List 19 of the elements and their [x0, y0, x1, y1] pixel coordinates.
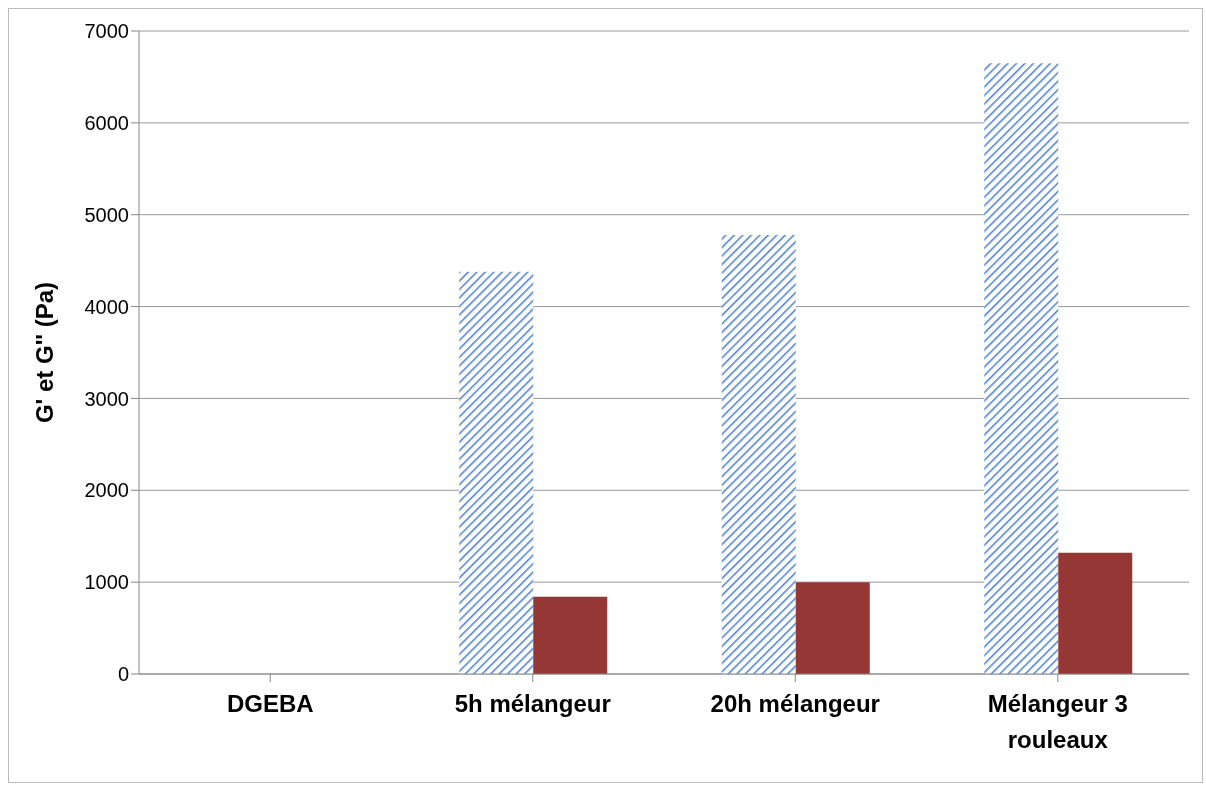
bar — [459, 271, 534, 674]
x-tick-label: 20h mélangeur — [710, 690, 880, 717]
bar — [795, 582, 870, 674]
bar — [721, 234, 796, 674]
bar — [984, 63, 1059, 674]
x-tick-label: 5h mélangeur — [454, 690, 611, 717]
y-tick-label: 3000 — [84, 387, 129, 410]
y-tick-label: 2000 — [84, 479, 129, 502]
bar — [533, 596, 608, 674]
y-tick-label: 5000 — [84, 203, 129, 226]
bar — [1058, 552, 1133, 674]
y-tick-label: 0 — [117, 663, 129, 686]
x-tick-label: DGEBA — [226, 690, 314, 717]
y-tick-label: 1000 — [84, 571, 129, 594]
y-tick-label: 7000 — [84, 20, 129, 43]
y-tick-label: 4000 — [84, 295, 129, 318]
y-tick-label: 6000 — [84, 111, 129, 134]
x-tick-label: Mélangeur 3 rouleaux — [987, 690, 1128, 753]
y-axis-title: G' et G'' (Pa) — [30, 281, 58, 424]
